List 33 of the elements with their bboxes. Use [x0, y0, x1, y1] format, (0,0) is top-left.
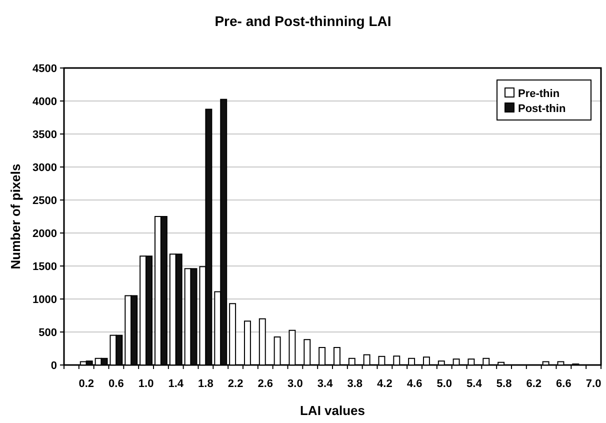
y-tick-label: 3000 [32, 162, 57, 174]
x-tick-label: 5.4 [466, 378, 483, 390]
x-tick-label: 4.6 [406, 378, 422, 390]
x-tick-label: 6.2 [526, 378, 542, 390]
chart-title: Pre- and Post-thinning LAI [214, 13, 392, 29]
y-axis-title: Number of pixels [8, 164, 23, 270]
x-tick-label: 0.6 [108, 378, 124, 390]
x-tick-label: 4.2 [377, 378, 392, 390]
x-tick-label: 3.0 [288, 378, 303, 390]
y-tick-label: 2500 [32, 194, 57, 207]
legend-label: Post-thin [518, 102, 566, 115]
y-tick-label: 4500 [32, 62, 57, 75]
x-tick-label: 1.0 [138, 378, 154, 390]
x-tick-label: 5.8 [496, 378, 512, 390]
y-tick-label: 1500 [32, 260, 57, 273]
x-axis-title: LAI values [300, 403, 366, 418]
x-tick-label: 3.8 [347, 378, 363, 390]
y-tick-label: 0 [50, 360, 57, 372]
x-tick-label: 2.6 [258, 378, 274, 390]
legend-label: Pre-thin [518, 88, 560, 100]
x-tick-label: 7.0 [586, 378, 602, 390]
y-tick-label: 3500 [32, 128, 57, 141]
y-tick-label: 1000 [32, 294, 57, 306]
x-tick-label: 5.0 [436, 378, 452, 390]
y-tick-label: 2000 [32, 228, 57, 240]
x-tick-label: 0.2 [78, 378, 94, 390]
x-tick-label: 3.4 [317, 378, 334, 390]
y-tick-label: 4000 [32, 96, 57, 108]
x-tick-label: 1.8 [198, 378, 214, 390]
x-tick-label: 2.2 [228, 378, 244, 390]
x-tick-label: 6.6 [556, 378, 572, 390]
y-tick-label: 500 [38, 326, 57, 339]
x-tick-label: 1.4 [168, 378, 184, 390]
